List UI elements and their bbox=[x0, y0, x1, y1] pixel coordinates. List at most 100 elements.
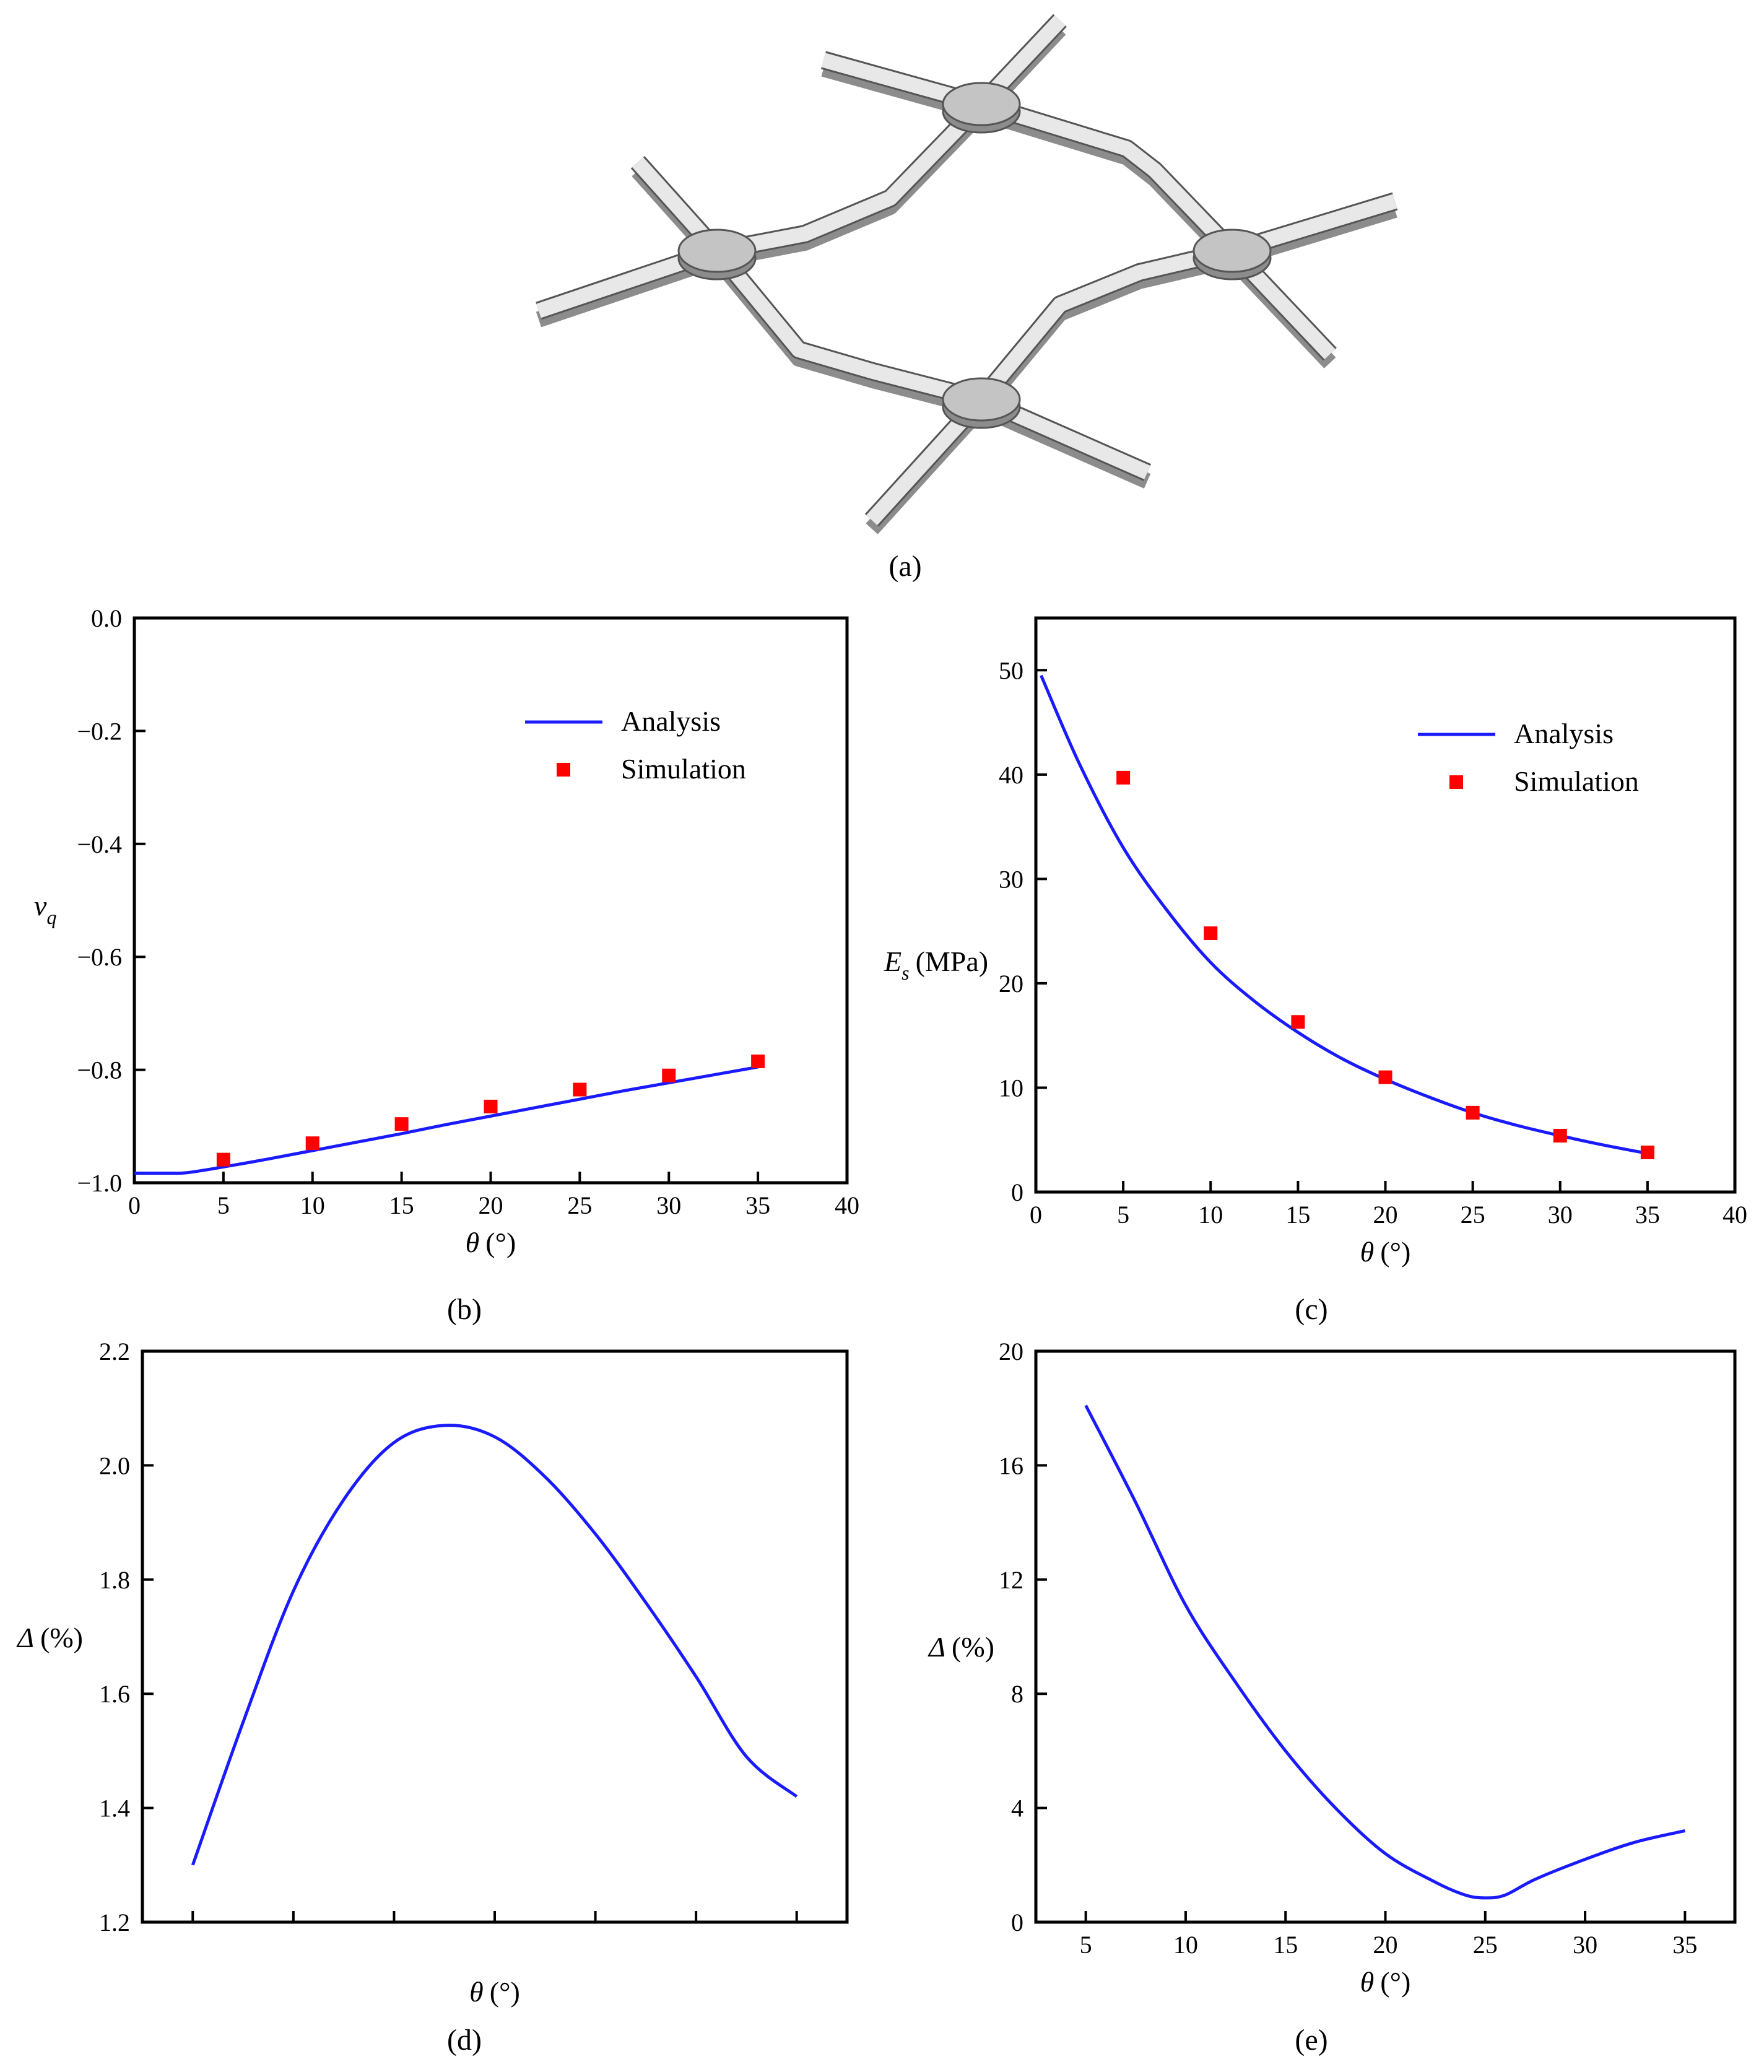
x-axis-label-c: θ (°) bbox=[1360, 1236, 1411, 1268]
data-point-c-5 bbox=[1553, 1128, 1567, 1143]
x-axis-label-e: θ (°) bbox=[1360, 1966, 1411, 1998]
y-tick-label-b: −0.2 bbox=[77, 717, 122, 745]
rib-bottom-left bbox=[711, 246, 983, 407]
y-axis-symbol-b: ν bbox=[34, 890, 47, 921]
series-line-c-0 bbox=[1040, 674, 1648, 1156]
data-point-c-0 bbox=[1116, 770, 1131, 785]
y-tick-label-d: 1.2 bbox=[99, 1909, 130, 1936]
x-tick-label-b: 0 bbox=[128, 1191, 141, 1219]
x-axis-label-d: θ (°) bbox=[469, 1976, 520, 2008]
data-point-c-1 bbox=[1204, 926, 1218, 941]
y-tick-label-b: −0.6 bbox=[77, 943, 122, 971]
plot-frame-c bbox=[1034, 616, 1737, 1194]
x-axis-unit-d: (°) bbox=[490, 1976, 520, 2008]
series-line-d-0 bbox=[191, 1424, 798, 1866]
legend-marker-b bbox=[557, 763, 570, 777]
y-axis-subscript-c: s bbox=[902, 962, 909, 984]
y-tick-label-e: 20 bbox=[999, 1338, 1023, 1365]
x-tick-label-b: 35 bbox=[745, 1191, 770, 1219]
x-tick-label-c: 10 bbox=[1198, 1201, 1223, 1229]
x-tick-label-c: 30 bbox=[1548, 1201, 1573, 1229]
y-tick-label-c: 10 bbox=[999, 1074, 1023, 1102]
x-tick-label-e: 10 bbox=[1173, 1931, 1198, 1959]
y-tick-label-d: 1.8 bbox=[99, 1566, 130, 1594]
y-tick-label-d: 1.4 bbox=[99, 1795, 130, 1822]
plot-frame-b bbox=[133, 616, 849, 1185]
data-point-b-0 bbox=[216, 1152, 230, 1167]
legend-marker-c bbox=[1449, 775, 1463, 789]
y-axis-label-e: Δ (%) bbox=[928, 1631, 994, 1663]
legend-label-c-0: Analysis bbox=[1514, 718, 1614, 749]
x-axis-symbol-b: θ bbox=[466, 1227, 480, 1258]
x-axis-symbol-e: θ bbox=[1360, 1966, 1375, 1998]
data-point-b-4 bbox=[573, 1082, 587, 1097]
data-point-b-3 bbox=[484, 1099, 498, 1113]
x-tick-label-c: 15 bbox=[1285, 1201, 1310, 1229]
x-tick-label-b: 30 bbox=[656, 1191, 681, 1219]
y-axis-label-c: Es (MPa) bbox=[884, 946, 988, 984]
y-tick-label-b: 0.0 bbox=[91, 604, 122, 632]
y-axis-subscript-b: q bbox=[46, 906, 56, 928]
data-point-c-4 bbox=[1466, 1105, 1480, 1120]
x-tick-label-e: 15 bbox=[1273, 1931, 1298, 1959]
data-point-b-2 bbox=[394, 1117, 409, 1131]
y-axis-symbol-e: Δ bbox=[928, 1631, 945, 1663]
data-point-b-1 bbox=[305, 1136, 319, 1151]
y-tick-label-d: 2.2 bbox=[99, 1338, 130, 1365]
x-tick-label-b: 15 bbox=[389, 1191, 414, 1219]
y-axis-unit-c: (MPa) bbox=[916, 946, 989, 977]
x-tick-label-e: 5 bbox=[1080, 1931, 1092, 1959]
x-tick-label-e: 35 bbox=[1672, 1931, 1697, 1959]
y-axis-label-b: νq bbox=[34, 890, 56, 928]
x-tick-label-b: 5 bbox=[217, 1191, 230, 1219]
x-axis-unit-c: (°) bbox=[1380, 1236, 1410, 1268]
y-tick-label-e: 16 bbox=[999, 1452, 1023, 1479]
series-line-b-0 bbox=[134, 1065, 758, 1175]
caption-d: (d) bbox=[447, 2024, 482, 2057]
y-tick-label-e: 12 bbox=[999, 1566, 1023, 1594]
chart-e-error-percent: 0 4 8 12 16 20 5 10 15 20 25 30 35 θ (°) Δ (%) bbox=[928, 1338, 1737, 1998]
y-tick-label-b: −1.0 bbox=[77, 1169, 122, 1197]
y-tick-label-c: 0 bbox=[1011, 1178, 1023, 1206]
data-point-b-6 bbox=[751, 1054, 765, 1068]
series-line-e-0 bbox=[1084, 1404, 1685, 1900]
caption-a: (a) bbox=[889, 550, 921, 583]
data-point-b-5 bbox=[662, 1068, 676, 1082]
rib-top-left bbox=[715, 98, 987, 258]
x-tick-label-b: 25 bbox=[567, 1191, 592, 1219]
y-tick-label-d: 1.6 bbox=[99, 1680, 130, 1708]
x-axis-symbol-d: θ bbox=[469, 1976, 484, 2008]
y-axis-unit-e: (%) bbox=[952, 1631, 994, 1663]
caption-c: (c) bbox=[1295, 1293, 1327, 1326]
chart-c-elastic-modulus: 0 10 20 30 40 50 0 5 10 15 20 25 30 35 40 θ (°) Es (MPa) An… bbox=[884, 616, 1747, 1268]
rib-top-right bbox=[979, 97, 1238, 256]
x-tick-label-e: 20 bbox=[1373, 1931, 1398, 1959]
x-tick-label-c: 0 bbox=[1030, 1201, 1042, 1229]
rib-bottom-right bbox=[975, 243, 1234, 404]
y-tick-label-b: −0.4 bbox=[77, 830, 122, 858]
x-axis-unit-b: (°) bbox=[485, 1227, 516, 1258]
y-tick-label-d: 2.0 bbox=[99, 1452, 130, 1479]
chart-d-error-percent: 1.2 1.4 1.6 1.8 2.0 2.2 θ (°) Δ (%) bbox=[16, 1338, 849, 2008]
y-tick-label-c: 20 bbox=[999, 970, 1023, 998]
y-axis-unit-d: (%) bbox=[40, 1622, 83, 1653]
hub-top bbox=[942, 82, 1021, 126]
caption-e: (e) bbox=[1295, 2024, 1327, 2057]
legend-label-b-1: Simulation bbox=[621, 753, 746, 785]
x-tick-label-b: 40 bbox=[835, 1191, 859, 1219]
x-tick-label-e: 30 bbox=[1573, 1931, 1597, 1959]
plot-frame-e bbox=[1034, 1349, 1737, 1924]
data-point-c-2 bbox=[1291, 1015, 1305, 1029]
hub-left bbox=[677, 229, 757, 273]
x-tick-label-e: 25 bbox=[1473, 1931, 1498, 1959]
caption-b: (b) bbox=[447, 1293, 482, 1326]
y-tick-label-c: 50 bbox=[999, 656, 1023, 684]
x-tick-label-c: 20 bbox=[1373, 1201, 1398, 1229]
auxetic-cell-illustration bbox=[536, 14, 1398, 534]
y-tick-label-c: 30 bbox=[999, 865, 1023, 893]
chart-b-poisson-ratio: 0.0 −0.2 −0.4 −0.6 −0.8 −1.00 5 10 15 20 25 30 35 40 θ… bbox=[34, 604, 859, 1258]
y-axis-symbol-c: E bbox=[884, 946, 902, 977]
data-point-c-3 bbox=[1378, 1070, 1393, 1084]
